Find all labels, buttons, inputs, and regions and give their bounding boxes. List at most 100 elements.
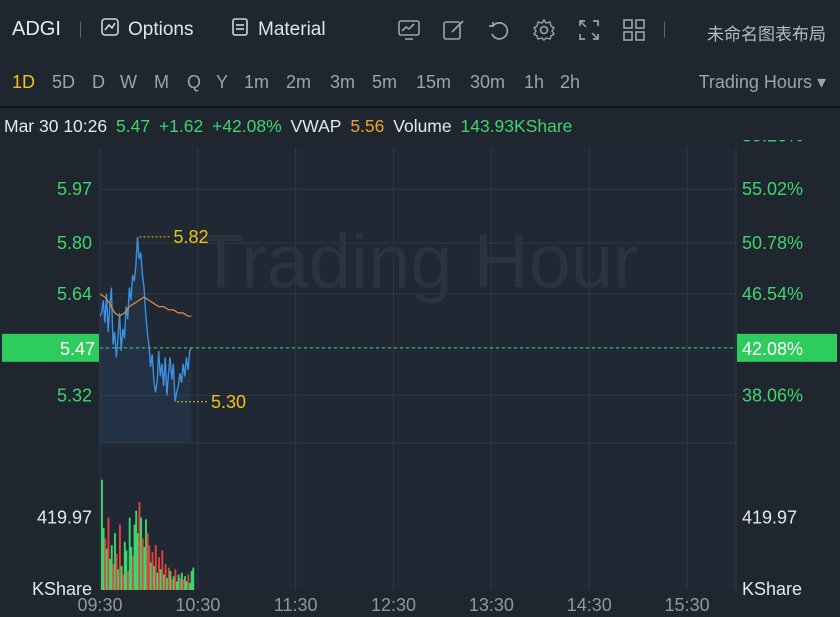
volume-bar (151, 552, 154, 590)
settings-icon[interactable] (531, 17, 557, 43)
volume-bar (107, 517, 110, 590)
volume-bar (164, 564, 167, 590)
fullscreen-icon[interactable] (576, 17, 602, 43)
volume-bar (131, 555, 134, 590)
period-1m[interactable]: 1m (244, 72, 270, 92)
volume-bar (136, 533, 139, 590)
volume-bar (162, 574, 165, 590)
volume-unit-left: KShare (32, 579, 92, 599)
layout-name[interactable]: 未命名图表布局 (707, 25, 826, 45)
price-area (100, 236, 192, 443)
volume-bar (127, 571, 129, 590)
intraday-chart[interactable]: Trading Hour 5.97 5.80 5.64 5.32 59.26% 55.02%… (0, 140, 840, 617)
volume-bar (171, 579, 174, 590)
left-axis-tick: 5.97 (57, 179, 92, 199)
volume-value: 143.93KShare (460, 116, 573, 136)
volume-bar (128, 517, 131, 590)
period-3m[interactable]: 3m (330, 72, 356, 92)
volume-bar (145, 519, 147, 590)
toolbar-divider (0, 106, 840, 108)
quote-price: 5.47 (116, 116, 151, 136)
left-axis-tick: 5.32 (57, 385, 92, 405)
undo-icon[interactable] (486, 17, 512, 43)
volume-bar (117, 569, 120, 590)
chart-icon[interactable] (396, 17, 422, 43)
quote-change: +1.62 (158, 116, 204, 136)
material-label: Material (258, 19, 326, 40)
options-label: Options (128, 19, 194, 40)
volume-bar (167, 567, 170, 590)
volume-bar (120, 565, 123, 590)
volume-bar (159, 569, 162, 590)
volume-bar (176, 581, 178, 590)
ticker-symbol[interactable]: ADGI (12, 18, 61, 40)
volume-bar (153, 565, 156, 590)
volume-bar (156, 572, 159, 590)
options-icon (100, 17, 120, 43)
volume-bar (185, 581, 188, 590)
period-15m[interactable]: 15m (416, 72, 452, 92)
period-5m[interactable]: 5m (372, 72, 398, 92)
x-axis-tick: 15:30 (665, 595, 710, 615)
period-2h[interactable]: 2h (560, 72, 581, 92)
right-axis-tick: 50.78% (742, 233, 803, 253)
volume-bar (109, 558, 112, 590)
volume-bar (158, 557, 160, 590)
current-price-badge (2, 333, 99, 362)
period-d[interactable]: D (92, 72, 105, 92)
toolbar-divider (80, 22, 81, 38)
volume-bar (112, 564, 115, 590)
volume-tick-left: 419.97 (37, 508, 92, 528)
x-axis-tick: 13:30 (469, 595, 514, 615)
volume-bar (110, 545, 113, 590)
options-button[interactable]: Options (100, 16, 193, 44)
x-axis-tick: 09:30 (77, 595, 122, 615)
x-axis-tick: 14:30 (567, 595, 612, 615)
volume-bar (161, 550, 164, 590)
volume-bar (114, 533, 116, 590)
x-axis-tick: 10:30 (175, 595, 220, 615)
volume-bar (180, 572, 183, 590)
trading-hours-label: Trading Hours (698, 72, 812, 92)
volume-bar (148, 545, 151, 590)
volume-bar (172, 576, 175, 590)
volume-bar (123, 541, 126, 590)
price-line (99, 236, 192, 402)
period-5d[interactable]: 5D (52, 72, 76, 92)
volume-bar (105, 548, 108, 590)
current-price-label: 5.47 (60, 339, 95, 359)
vwap-value: 5.56 (350, 116, 385, 136)
volume-bar (192, 567, 195, 590)
quote-info-bar: Mar 30 10:26 5.47 +1.62 +42.08% VWAP 5.5… (4, 116, 576, 137)
volume-bar (122, 574, 125, 590)
period-q[interactable]: Q (187, 72, 202, 92)
document-icon (230, 17, 250, 43)
volume-bar (102, 527, 105, 590)
period-2m[interactable]: 2m (286, 72, 312, 92)
current-pct-badge (737, 333, 837, 362)
current-pct-label: 42.08% (742, 339, 803, 359)
volume-bar (133, 524, 136, 590)
right-axis-tick: 55.02% (742, 179, 803, 199)
period-y[interactable]: Y (216, 72, 229, 92)
period-1h[interactable]: 1h (524, 72, 545, 92)
vwap-line (99, 293, 192, 317)
period-1d[interactable]: 1D (12, 72, 36, 92)
draw-icon[interactable] (441, 17, 467, 43)
plot-area (100, 148, 736, 590)
period-m[interactable]: M (154, 72, 169, 92)
vwap-label: VWAP (290, 116, 342, 136)
volume-bar (154, 545, 157, 590)
volume-bar (146, 533, 149, 590)
trading-hours-dropdown[interactable]: Trading Hours ▾ (699, 72, 826, 93)
volume-bar (179, 577, 182, 590)
layout-grid-icon[interactable] (621, 17, 647, 43)
right-axis-tick: 38.06% (742, 385, 803, 405)
period-30m[interactable]: 30m (470, 72, 506, 92)
volume-bar (166, 577, 169, 590)
volume-bar (177, 574, 180, 590)
volume-bar (118, 524, 121, 590)
volume-unit-right: KShare (742, 579, 802, 599)
period-w[interactable]: W (120, 72, 137, 92)
material-button[interactable]: Material (230, 16, 326, 44)
